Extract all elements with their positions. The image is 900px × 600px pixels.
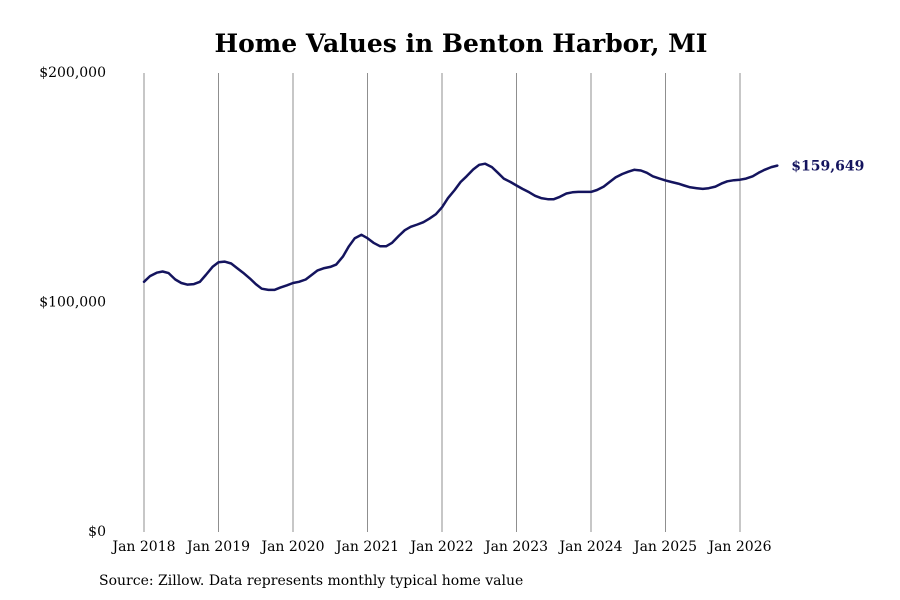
x-tick-label: Jan 2020 — [259, 539, 324, 555]
x-tick-label: Jan 2019 — [185, 539, 250, 555]
y-tick-label: $0 — [88, 524, 106, 540]
x-tick-label: Jan 2025 — [632, 539, 697, 555]
x-tick-label: Jan 2022 — [408, 539, 473, 555]
gridlines — [143, 73, 741, 532]
x-tick-label: Jan 2024 — [557, 539, 622, 555]
y-tick-label: $100,000 — [39, 295, 106, 311]
series-layer — [142, 162, 779, 292]
chart-title: Home Values in Benton Harbor, MI — [215, 29, 708, 58]
x-tick-label: Jan 2021 — [334, 539, 399, 555]
source-note: Source: Zillow. Data represents monthly … — [99, 573, 524, 589]
end-value-label: $159,649 — [791, 159, 864, 175]
series-line-0 — [142, 162, 779, 292]
y-axis-ticks: $0 $100,000 $200,000 — [39, 65, 106, 540]
x-tick-label: Jan 2026 — [706, 539, 771, 555]
x-axis-ticks: Jan 2018 Jan 2019 Jan 2020 Jan 2021 Jan 2022… — [110, 539, 771, 555]
y-tick-label: $200,000 — [39, 65, 106, 81]
x-tick-label: Jan 2018 — [110, 539, 175, 555]
x-tick-label: Jan 2023 — [483, 539, 548, 555]
